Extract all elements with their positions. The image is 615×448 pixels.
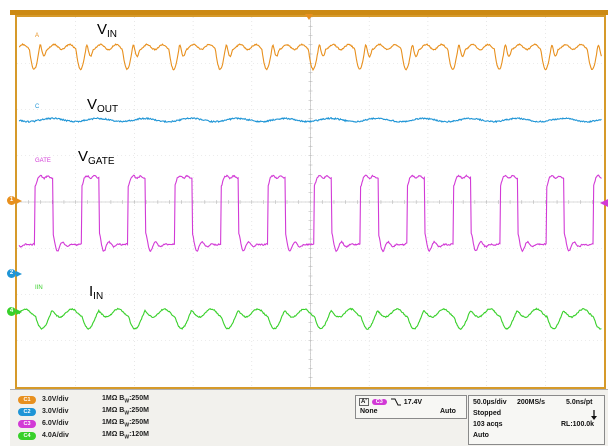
channel-scale: 6.0V/div — [42, 420, 69, 427]
vgate-trace-tag: GATE — [35, 158, 51, 164]
channel-row-c3[interactable]: C3 6.0V/div 1MΩ BW:250M — [18, 418, 182, 429]
channel-scale: 3.0V/div — [42, 408, 69, 415]
scope-top-bar — [10, 10, 608, 15]
channel-row-c4[interactable]: C4 4.0A/div 1MΩ BW:120M — [18, 430, 182, 441]
trigger-channel: C3 — [371, 399, 387, 405]
channel-badge[interactable]: C3 — [18, 419, 36, 428]
graticule — [17, 17, 604, 387]
acquisition-panel[interactable]: 50.0µs/div 200MS/s 5.0ns/pt Stopped 103 … — [468, 395, 605, 445]
traces — [18, 43, 602, 330]
trigger-mode: Auto — [440, 408, 456, 415]
resolution: 5.0ns/pt — [566, 399, 593, 406]
iin-label: IIN — [89, 283, 104, 302]
ch1-ground-marker[interactable]: 1 — [7, 196, 22, 205]
channel-badge[interactable]: C4 — [18, 431, 36, 440]
channel-impedance: 1MΩ BW:250M — [102, 418, 149, 429]
vout-trace-tag: C — [35, 104, 40, 110]
channel-scale: 4.0A/div — [42, 432, 69, 439]
trigger-panel[interactable]: A' C3 17.4V None Auto — [355, 395, 467, 419]
ch4-ground-marker[interactable]: 4 — [7, 307, 22, 316]
channel-row-c1[interactable]: C1 3.0V/div 1MΩ BW:250M — [18, 394, 182, 405]
trigger-level: 17.4V — [403, 398, 423, 406]
channel-scale: 3.0V/div — [42, 396, 69, 403]
channel-badge[interactable]: C1 — [18, 395, 36, 404]
falling-edge-icon — [390, 398, 401, 406]
channel-badge[interactable]: C2 — [18, 407, 36, 416]
vgate-trace — [18, 174, 602, 253]
acquisition-count: 103 acqs — [473, 421, 503, 428]
acquisition-state: Stopped — [473, 410, 501, 417]
trigger-label: A' — [359, 398, 369, 406]
channel-impedance: 1MΩ BW:120M — [102, 430, 149, 441]
trigger-position-icon[interactable] — [305, 14, 313, 20]
vout-trace — [18, 116, 602, 124]
waveform-display: VIN VOUT VGATE IIN A C GATE IIN — [15, 15, 606, 389]
waveform-plot — [17, 17, 604, 387]
timebase: 50.0µs/div — [473, 399, 507, 406]
trigger-coupling: None — [360, 408, 378, 415]
channel-impedance: 1MΩ BW:250M — [102, 406, 149, 417]
record-length: RL:100.0k — [561, 421, 595, 428]
vin-label: VIN — [97, 21, 118, 40]
vin-trace — [19, 43, 602, 72]
channel-row-c2[interactable]: C2 3.0V/div 1MΩ BW:250M — [18, 406, 182, 417]
acquisition-mode: Auto — [473, 432, 489, 439]
single-shot-icon — [591, 410, 597, 420]
ch2-ground-marker[interactable]: 2 — [7, 269, 22, 278]
sample-rate: 200MS/s — [517, 399, 546, 406]
vout-label: VOUT — [87, 96, 119, 115]
status-bar: C1 3.0V/div 1MΩ BW:250M C2 3.0V/div 1MΩ BW:25… — [10, 389, 608, 446]
vgate-label: VGATE — [78, 148, 115, 167]
channel-impedance: 1MΩ BW:250M — [102, 394, 149, 405]
iin-trace-tag: IIN — [35, 285, 43, 291]
trigger-level-icon[interactable] — [600, 199, 608, 207]
vin-trace-tag: A — [35, 33, 40, 39]
iin-trace — [18, 307, 602, 330]
